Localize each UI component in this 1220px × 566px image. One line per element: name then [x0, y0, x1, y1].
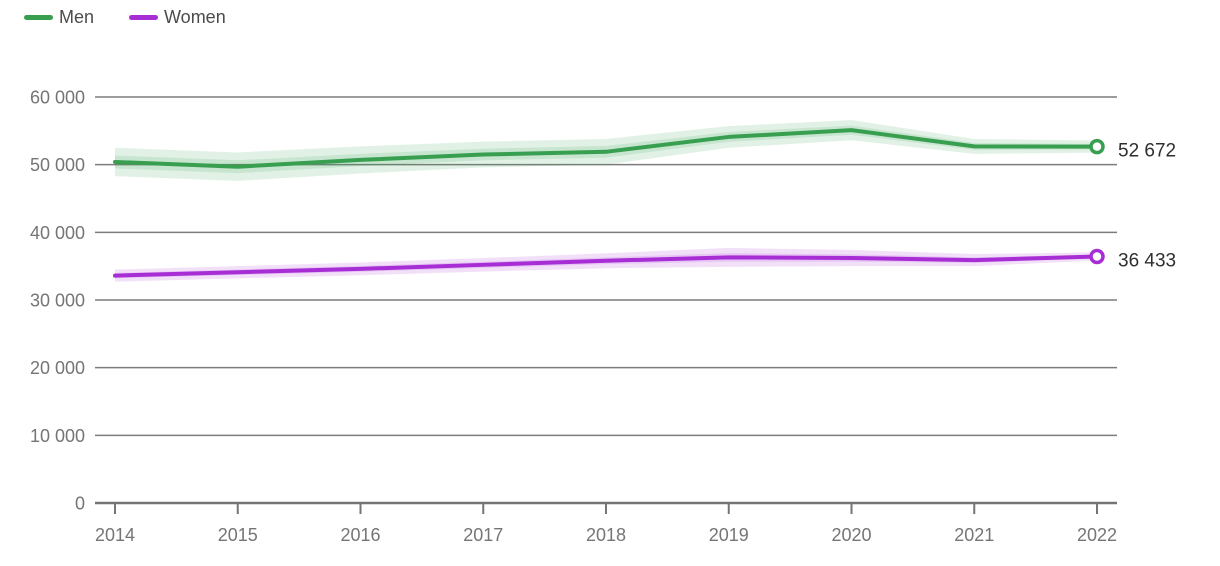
women-legend-label: Women — [164, 7, 226, 27]
y-tick-label: 0 — [75, 494, 85, 514]
women-line[interactable] — [113, 254, 1099, 278]
men-legend-label: Men — [59, 7, 95, 27]
x-tick-label: 2020 — [831, 525, 871, 545]
x-tick-label: 2014 — [95, 525, 135, 545]
legend-item-men[interactable]: Men — [24, 7, 94, 28]
x-tick-label: 2018 — [586, 525, 626, 545]
x-tick-label: 2022 — [1077, 525, 1117, 545]
x-tick-label: 2019 — [709, 525, 749, 545]
y-tick-label: 10 000 — [30, 426, 85, 446]
men-end-value-label: 52 672 — [1118, 141, 1176, 162]
legend-item-women[interactable]: Women — [129, 7, 226, 28]
y-tick-label: 40 000 — [30, 223, 85, 243]
y-tick-label: 20 000 — [30, 358, 85, 378]
x-tick-label: 2015 — [218, 525, 258, 545]
x-tick-label: 2021 — [954, 525, 994, 545]
women-end-value-label: 36 433 — [1118, 250, 1176, 271]
women-confidence-band-outer — [115, 247, 1097, 282]
legend: Men Women — [24, 7, 226, 28]
men-legend-swatch-icon — [24, 15, 53, 20]
men-line[interactable] — [113, 128, 1099, 169]
x-tick-label: 2016 — [340, 525, 380, 545]
y-tick-label: 50 000 — [30, 155, 85, 175]
x-tick-label: 2017 — [463, 525, 503, 545]
y-tick-label: 30 000 — [30, 291, 85, 311]
men-end-marker[interactable] — [1089, 138, 1105, 155]
women-legend-swatch-icon — [129, 15, 159, 20]
women-end-marker[interactable] — [1089, 248, 1105, 265]
y-tick-label: 60 000 — [30, 88, 85, 108]
